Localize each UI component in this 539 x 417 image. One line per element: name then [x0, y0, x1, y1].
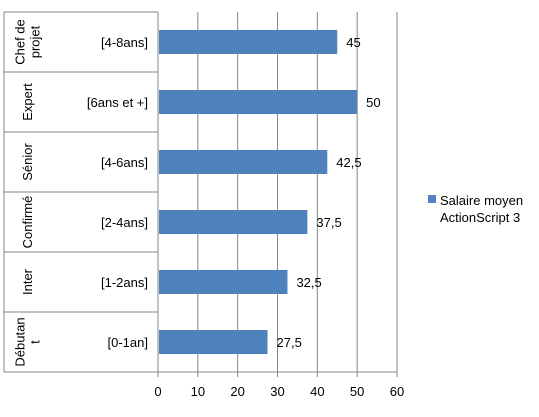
group-label: Chef deprojet: [13, 19, 43, 65]
category-label: [4-8ans]: [101, 35, 148, 50]
bar: [159, 210, 308, 234]
data-label: 42,5: [336, 155, 361, 170]
group-label: Sénior: [20, 143, 35, 181]
bar: [159, 30, 338, 54]
labels: 0 10 20 30 40 50 60 45 [4-8ans] Chef deprojet 50 [6…: [13, 19, 405, 399]
data-label: 50: [366, 95, 380, 110]
group-label: Inter: [20, 268, 35, 295]
data-label: 45: [346, 35, 360, 50]
group-label: Débutant: [13, 317, 43, 366]
bar: [159, 90, 358, 114]
gridlines: [157, 12, 398, 372]
legend: Salaire moyen ActionScript 3: [428, 192, 538, 226]
legend-swatch: [428, 195, 436, 203]
category-label: [1-2ans]: [101, 275, 148, 290]
bar: [159, 330, 268, 354]
x-tick-label: 40: [310, 384, 324, 399]
x-tick-label: 60: [390, 384, 404, 399]
data-label: 37,5: [316, 215, 341, 230]
data-label: 32,5: [296, 275, 321, 290]
legend-series-name: Salaire moyen ActionScript 3: [440, 193, 524, 225]
category-label: [4-6ans]: [101, 155, 148, 170]
category-label: [6ans et +]: [87, 95, 148, 110]
group-label: Expert: [20, 83, 35, 121]
x-tick-label: 0: [154, 384, 161, 399]
category-label: [0-1an]: [108, 335, 148, 350]
x-tick-label: 30: [270, 384, 284, 399]
bar: [159, 150, 328, 174]
group-label: Confirmé: [20, 196, 35, 249]
category-label: [2-4ans]: [101, 215, 148, 230]
x-tick-label: 20: [230, 384, 244, 399]
bars: [159, 30, 358, 354]
bar: [159, 270, 288, 294]
data-label: 27,5: [277, 335, 302, 350]
x-tick-label: 10: [191, 384, 205, 399]
category-axis-frame: [3, 11, 398, 377]
x-tick-label: 50: [350, 384, 364, 399]
